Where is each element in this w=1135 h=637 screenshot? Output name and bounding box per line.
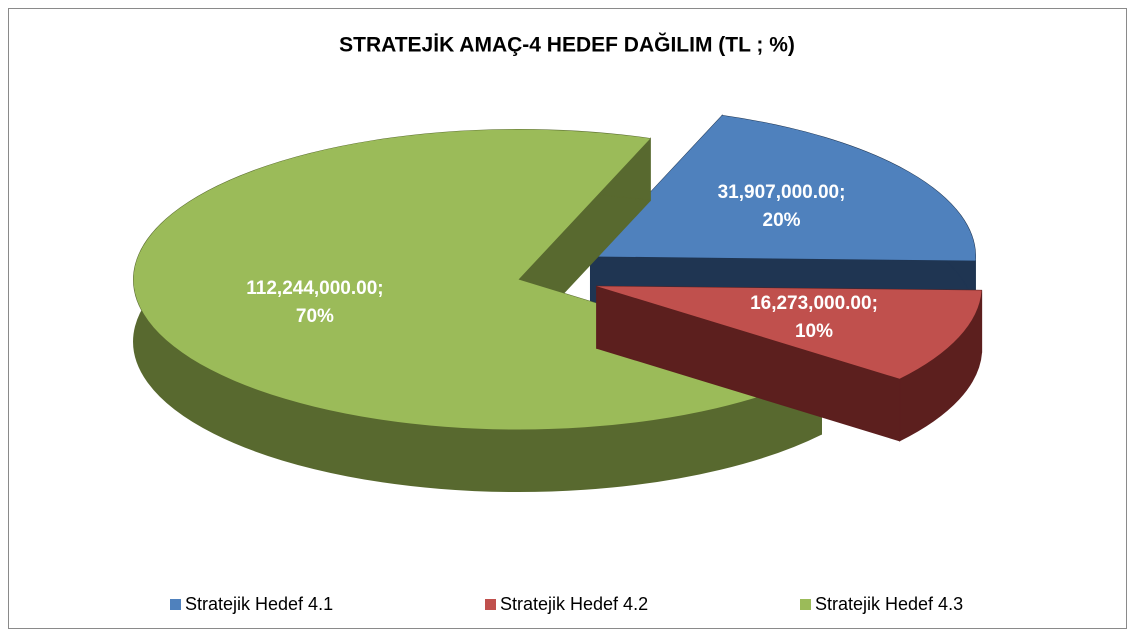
data-label: 16,273,000.00;	[750, 293, 878, 314]
legend-swatch	[170, 599, 181, 610]
data-label: 112,244,000.00;	[246, 278, 383, 299]
legend-label: Stratejik Hedef 4.3	[815, 594, 963, 614]
data-label-percent: 10%	[795, 321, 833, 342]
slice	[596, 286, 982, 379]
legend-swatch	[485, 599, 496, 610]
legend-swatch	[800, 599, 811, 610]
data-label-percent: 20%	[763, 210, 801, 231]
legend-label: Stratejik Hedef 4.2	[500, 594, 648, 614]
chart-title: STRATEJİK AMAÇ-4 HEDEF DAĞILIM (TL ; %)	[339, 33, 795, 57]
legend-label: Stratejik Hedef 4.1	[185, 594, 333, 614]
data-label-percent: 70%	[296, 306, 334, 327]
data-label: 31,907,000.00;	[718, 182, 846, 203]
slice	[590, 115, 976, 261]
